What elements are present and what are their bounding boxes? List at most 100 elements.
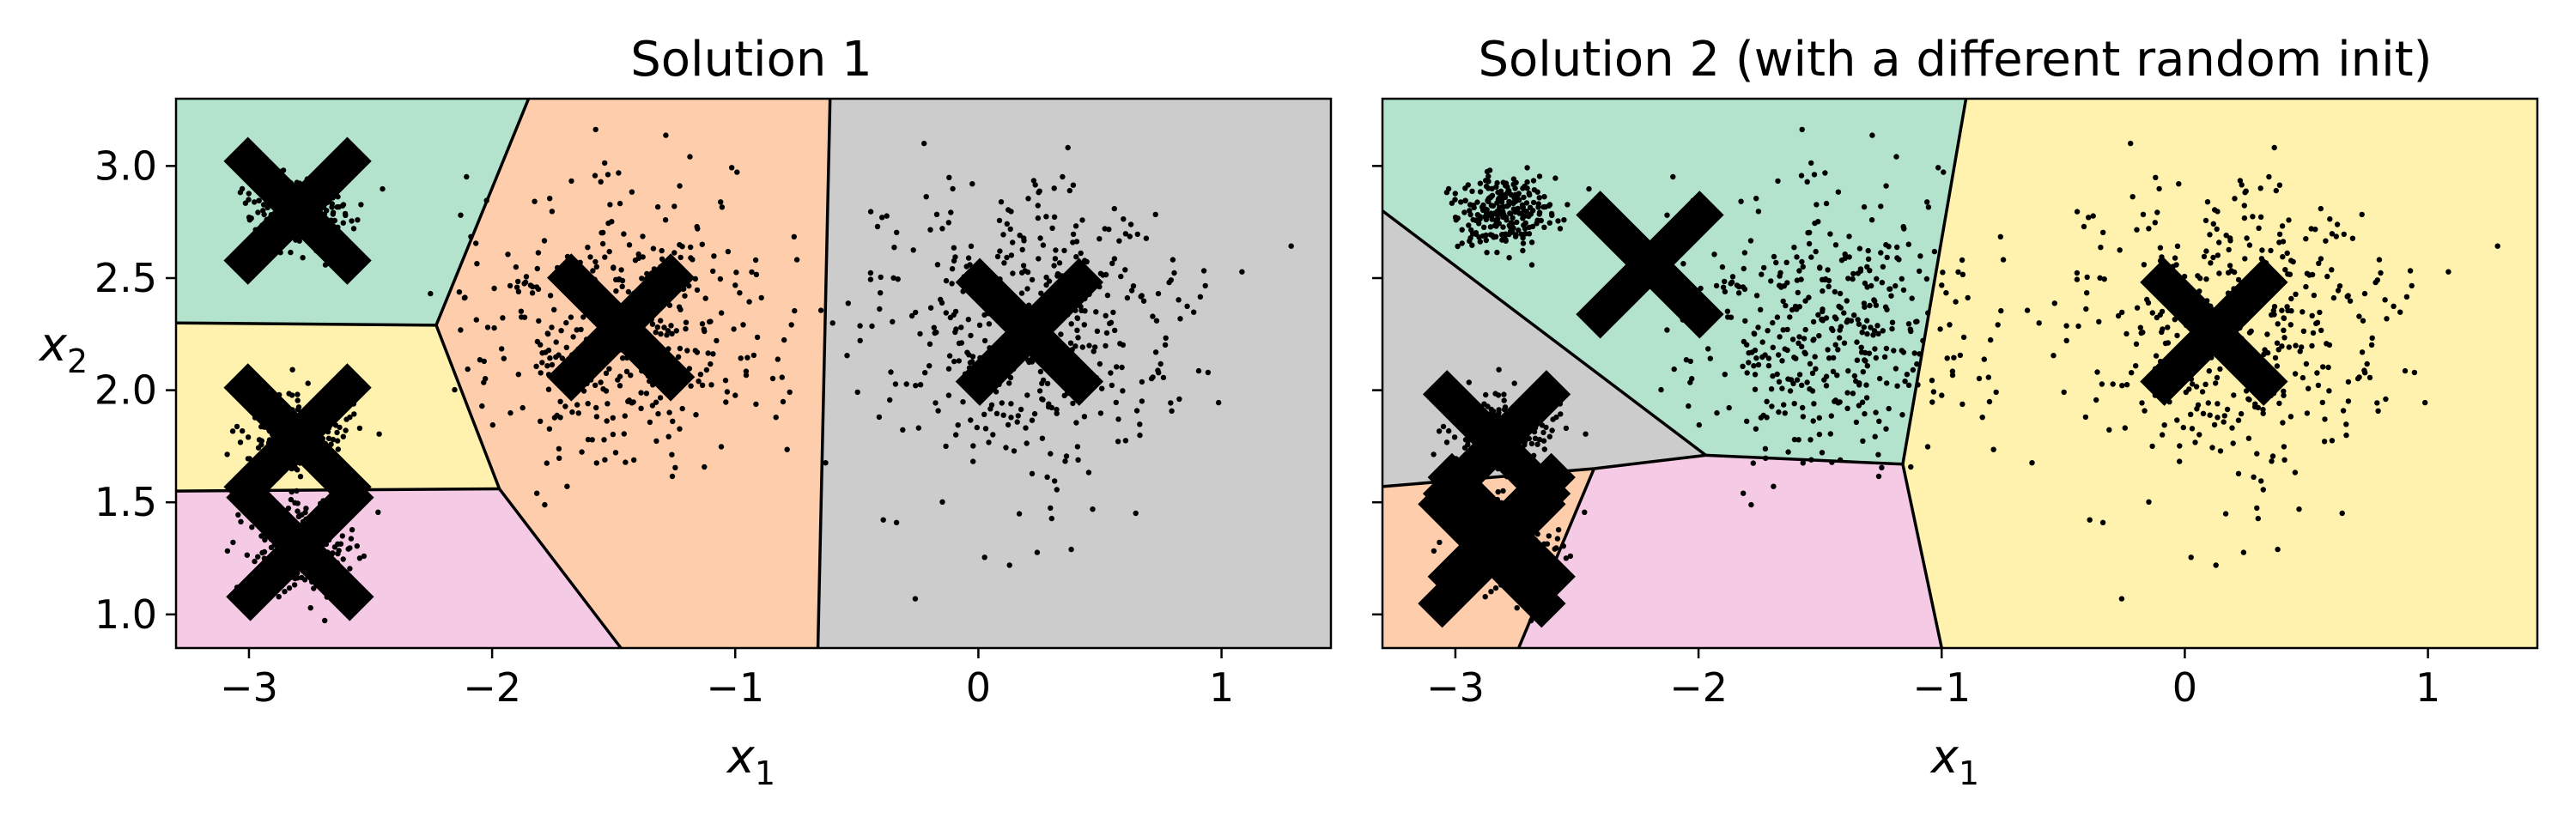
data-point bbox=[538, 418, 544, 424]
data-point bbox=[1458, 199, 1464, 205]
data-point bbox=[890, 275, 896, 281]
data-point bbox=[981, 337, 988, 344]
data-point bbox=[887, 397, 893, 403]
data-point bbox=[1826, 355, 1832, 361]
data-point bbox=[675, 354, 682, 360]
data-point bbox=[2299, 344, 2305, 350]
data-point bbox=[593, 460, 599, 466]
data-point bbox=[640, 233, 646, 239]
data-point bbox=[669, 473, 676, 480]
data-point bbox=[628, 373, 634, 379]
data-point bbox=[1939, 392, 1945, 398]
data-point bbox=[939, 300, 945, 306]
data-point bbox=[1894, 383, 1900, 389]
data-point bbox=[507, 409, 513, 416]
data-point bbox=[549, 361, 556, 368]
data-point bbox=[1503, 232, 1509, 238]
data-point bbox=[358, 202, 364, 208]
data-point bbox=[1838, 324, 1844, 330]
data-point bbox=[1483, 391, 1489, 398]
data-point bbox=[1477, 180, 1484, 186]
data-point bbox=[2311, 292, 2318, 299]
data-point bbox=[1115, 439, 1121, 445]
data-point bbox=[1501, 397, 1507, 403]
data-point bbox=[669, 451, 675, 457]
data-point bbox=[1514, 605, 1520, 611]
data-point bbox=[1879, 280, 1886, 286]
data-point bbox=[1143, 235, 1150, 241]
data-point bbox=[1111, 205, 1118, 212]
data-point bbox=[931, 324, 938, 330]
data-point bbox=[1893, 154, 1899, 160]
data-point bbox=[2081, 223, 2087, 230]
data-point bbox=[1108, 370, 1114, 376]
data-point bbox=[891, 245, 897, 251]
data-point bbox=[1500, 203, 1507, 209]
data-point bbox=[2284, 304, 2290, 310]
x-tick-label: −1 bbox=[1912, 664, 1971, 711]
x-tick-label: 0 bbox=[966, 664, 991, 711]
data-point bbox=[1455, 243, 1461, 250]
data-point bbox=[1031, 410, 1038, 417]
data-point bbox=[1850, 270, 1856, 277]
data-point bbox=[1943, 290, 1949, 296]
data-point bbox=[1538, 217, 1545, 224]
data-point bbox=[1097, 410, 1104, 416]
data-point bbox=[913, 309, 919, 316]
data-point bbox=[793, 257, 800, 263]
data-point bbox=[1823, 315, 1830, 321]
data-point bbox=[598, 379, 604, 385]
data-point bbox=[1815, 219, 1821, 225]
data-point bbox=[933, 400, 939, 406]
data-point bbox=[1048, 515, 1055, 522]
data-point bbox=[2097, 275, 2103, 281]
data-point bbox=[2221, 413, 2227, 419]
data-point bbox=[2257, 214, 2264, 220]
data-point bbox=[2359, 211, 2365, 218]
region-pink bbox=[1518, 455, 1942, 648]
data-point bbox=[1881, 354, 1888, 360]
data-point bbox=[458, 327, 464, 333]
data-point bbox=[2359, 349, 2366, 355]
data-point bbox=[658, 330, 664, 337]
data-point bbox=[1461, 445, 1468, 451]
data-point bbox=[1079, 217, 1085, 223]
data-point bbox=[2375, 408, 2381, 414]
data-point bbox=[1837, 290, 1844, 297]
data-point bbox=[1051, 214, 1058, 220]
data-point bbox=[981, 554, 987, 560]
data-point bbox=[347, 545, 353, 551]
data-point bbox=[2296, 506, 2302, 512]
data-point bbox=[1705, 346, 1711, 352]
data-point bbox=[1500, 179, 1507, 185]
data-point bbox=[2214, 374, 2221, 381]
y-tick-label: 3.0 bbox=[94, 142, 157, 189]
data-point bbox=[1542, 203, 1548, 210]
data-point bbox=[934, 262, 941, 268]
data-point bbox=[1008, 209, 1014, 215]
data-point bbox=[1082, 308, 1088, 314]
data-point bbox=[948, 209, 954, 215]
data-point bbox=[718, 444, 725, 450]
data-point bbox=[649, 321, 656, 327]
data-point bbox=[292, 465, 298, 471]
data-point bbox=[1817, 264, 1823, 270]
data-point bbox=[1461, 209, 1467, 215]
data-point bbox=[1586, 185, 1592, 192]
data-point bbox=[2084, 274, 2090, 281]
data-point bbox=[2146, 226, 2152, 232]
data-point bbox=[632, 258, 639, 264]
centroid-stroke bbox=[547, 253, 696, 402]
data-point bbox=[1940, 270, 1946, 276]
data-point bbox=[2329, 438, 2336, 444]
data-point bbox=[1048, 505, 1054, 512]
data-point bbox=[1090, 506, 1096, 512]
data-point bbox=[1837, 335, 1843, 341]
data-point bbox=[347, 414, 353, 421]
data-point bbox=[456, 289, 463, 295]
data-point bbox=[1888, 293, 1894, 299]
data-point bbox=[626, 397, 632, 403]
data-point bbox=[949, 281, 955, 287]
data-point bbox=[854, 389, 860, 396]
data-point bbox=[1446, 427, 1452, 434]
